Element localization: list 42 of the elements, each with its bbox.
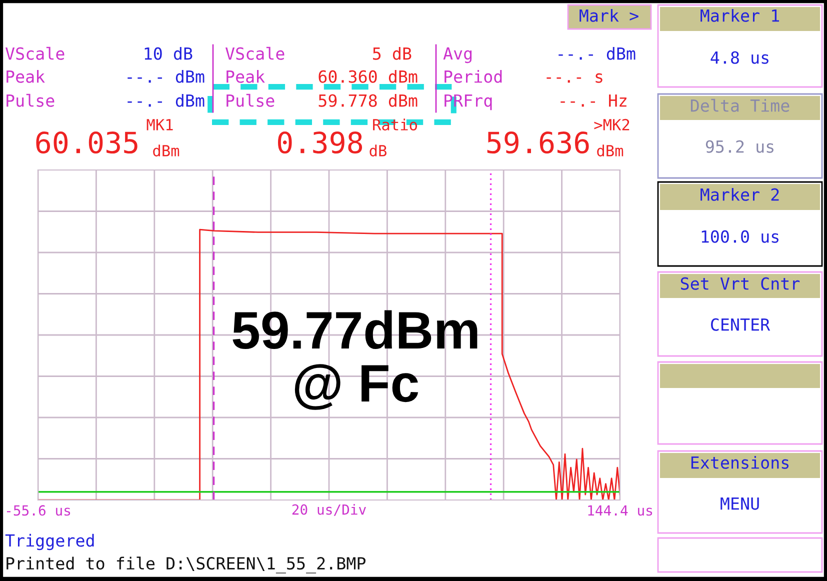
text: 60.035: [36, 131, 138, 154]
text: 5 dB: [373, 46, 412, 60]
text: 10 dB: [144, 46, 192, 60]
annotation: 59.77dBm @ Fc: [232, 310, 478, 410]
text: --.- dBm: [128, 94, 204, 107]
x-tick-label: -55.6 us: [6, 505, 70, 516]
text: Extensions: [691, 456, 789, 469]
text: Mark >: [580, 8, 638, 22]
text: Peak: [6, 70, 45, 83]
text: 59.778 dBm: [318, 94, 418, 107]
text: Marker 2: [700, 188, 779, 201]
text: Printed to file D:\SCREEN\1_55_2.BMP: [6, 556, 366, 574]
text: dBm: [153, 144, 180, 156]
text: --.- s: [546, 73, 602, 83]
text: >MK2: [594, 118, 630, 130]
x-axis-title: 20 us/Div: [292, 504, 366, 516]
text: Delta Time: [690, 98, 790, 112]
text: --.- dBm: [128, 70, 204, 83]
text: Pulse: [226, 94, 274, 107]
text: Peak: [226, 70, 265, 83]
text: dB: [370, 144, 386, 156]
text: 100.0 us: [702, 230, 778, 243]
text: MENU: [720, 497, 759, 510]
text: 59.636: [487, 131, 589, 154]
text: 4.8 us: [710, 51, 768, 64]
text: Period: [444, 70, 502, 83]
text: Pulse: [6, 94, 54, 107]
text: Avg: [443, 47, 472, 64]
text: 0.398: [278, 131, 362, 154]
text: Triggered: [5, 534, 94, 550]
text: Marker 1: [700, 8, 780, 22]
x-tick-label: 144.4 us: [588, 505, 652, 516]
text: Set Vrt Cntr: [680, 277, 800, 290]
text: dBm: [597, 144, 624, 156]
text: 60.360 dBm: [318, 70, 418, 83]
text: --.- Hz: [560, 94, 626, 107]
text: 95.2 us: [706, 140, 774, 153]
text: VScale: [225, 46, 284, 60]
text: CENTER: [711, 318, 770, 331]
text: VScale: [5, 46, 64, 60]
text: MK1: [146, 119, 173, 130]
text: --.- dBm: [558, 46, 636, 60]
